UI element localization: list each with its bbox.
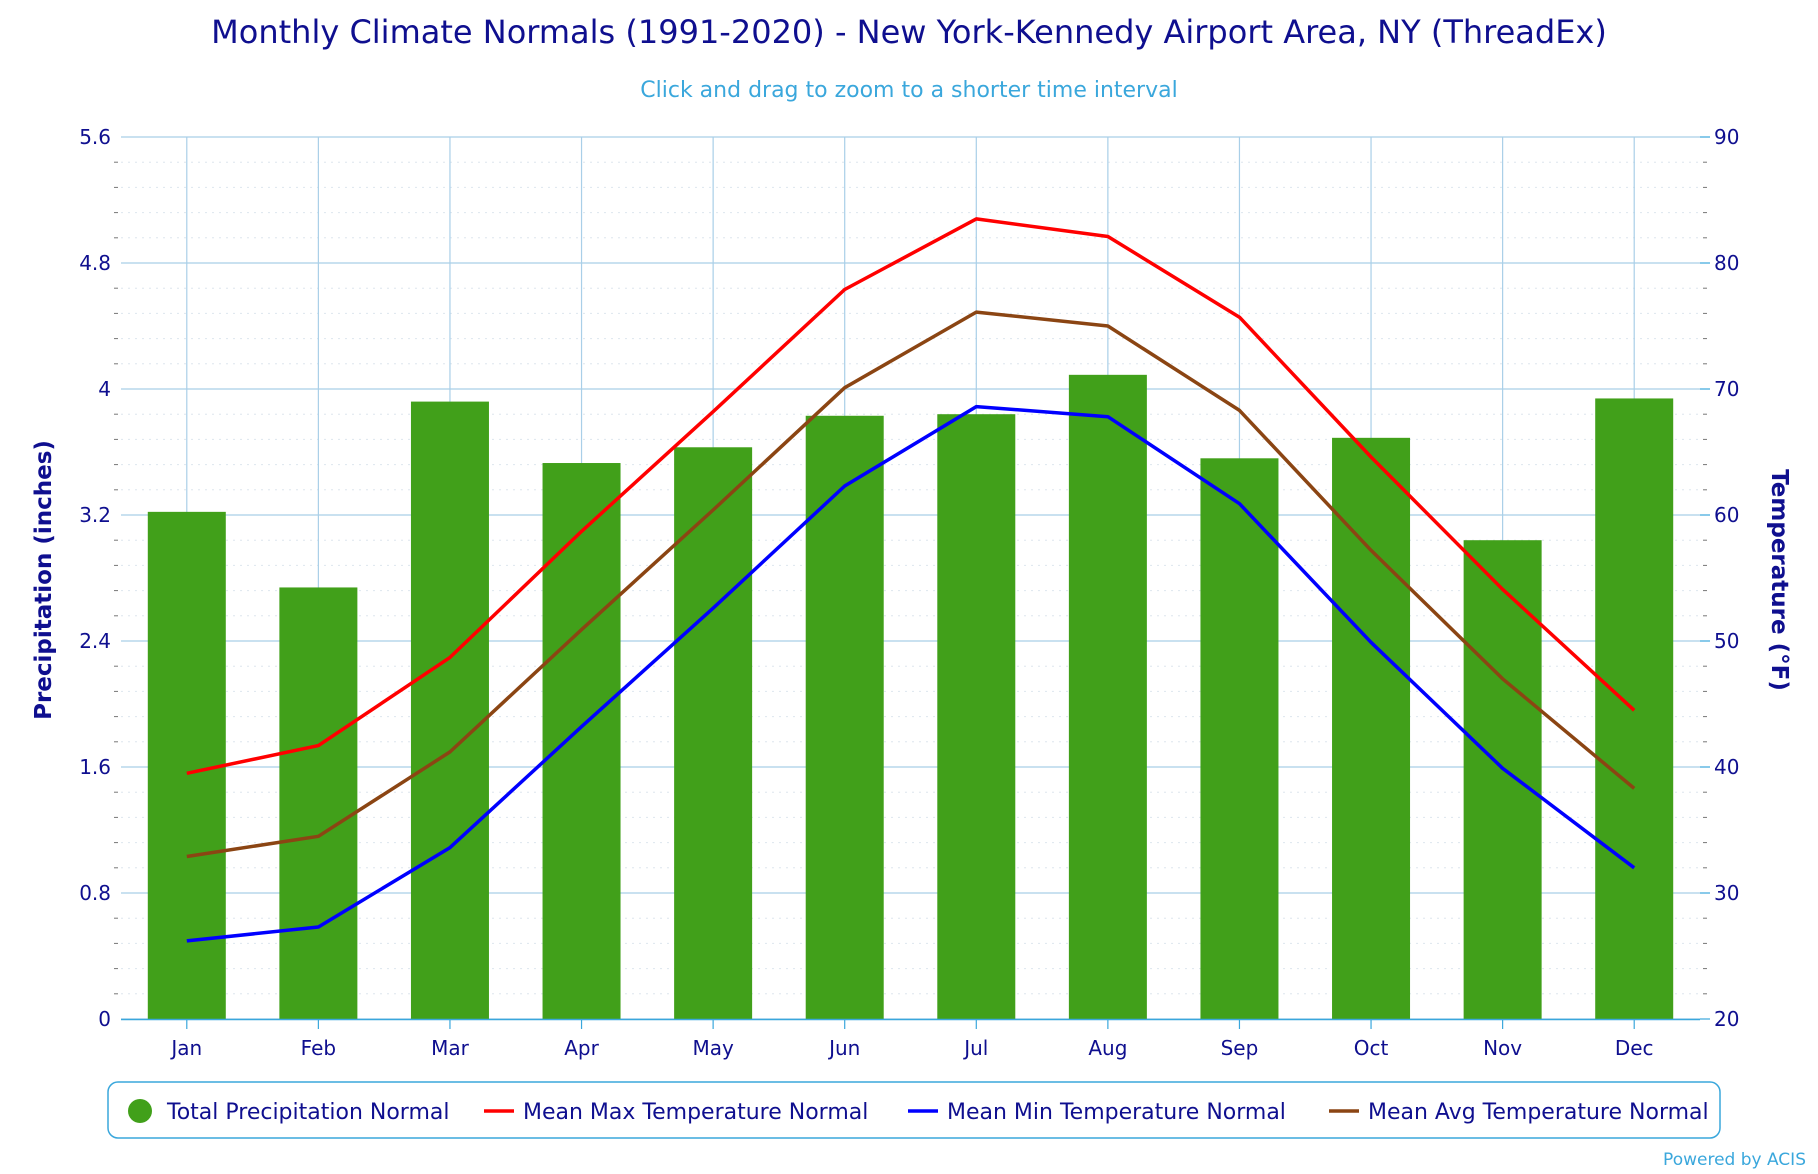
precip-bar	[147, 511, 226, 1019]
legend: Total Precipitation Normal Mean Max Tempe…	[107, 1081, 1721, 1139]
axes: Jan Feb Mar Apr May Jun Jul Aug Sep Oct Nov Dec 0 0.8…	[79, 125, 1739, 1060]
right-tick-label: 40	[1714, 755, 1739, 779]
precip-bar	[805, 415, 884, 1019]
x-tick-label: Jul	[962, 1036, 988, 1060]
temperature-line	[186, 217, 1636, 776]
precip-bar	[279, 587, 358, 1019]
legend-symbol	[128, 1099, 152, 1123]
left-tick-label: 1.6	[79, 755, 111, 779]
precip-bar	[1332, 437, 1411, 1019]
chart-title: Monthly Climate Normals (1991-2020) - Ne…	[211, 13, 1607, 51]
left-axis-title: Precipitation (inches)	[31, 440, 57, 720]
x-tick-label: Sep	[1221, 1036, 1259, 1060]
precip-bar	[1200, 458, 1279, 1019]
left-tick-label: 2.4	[79, 629, 111, 653]
precip-bar	[674, 447, 753, 1019]
x-tick-label: Jun	[827, 1036, 860, 1060]
right-tick-label: 60	[1714, 503, 1739, 527]
x-tick-label: Apr	[564, 1036, 599, 1060]
right-tick-label: 50	[1714, 629, 1739, 653]
right-tick-label: 90	[1714, 125, 1739, 149]
legend-label: Mean Avg Temperature Normal	[1368, 1100, 1709, 1125]
right-tick-label: 70	[1714, 377, 1739, 401]
chart-subtitle: Click and drag to zoom to a shorter time…	[640, 78, 1177, 103]
legend-label: Mean Min Temperature Normal	[947, 1100, 1286, 1125]
credit-text: Powered by ACIS	[1663, 1150, 1806, 1170]
precip-bars	[147, 374, 1674, 1020]
legend-label: Mean Max Temperature Normal	[523, 1100, 868, 1125]
right-tick-label: 30	[1714, 881, 1739, 905]
left-tick-label: 0	[98, 1007, 111, 1031]
left-tick-label: 4.8	[79, 251, 111, 275]
x-tick-label: Oct	[1354, 1036, 1389, 1060]
x-tick-label: Jan	[169, 1036, 202, 1060]
left-tick-label: 3.2	[79, 503, 111, 527]
x-tick-label: Mar	[431, 1036, 470, 1060]
left-tick-label: 5.6	[79, 125, 111, 149]
temperature-line	[186, 310, 1636, 859]
temperature-line	[186, 404, 1636, 943]
grid	[121, 136, 1700, 1020]
x-tick-label: Nov	[1483, 1036, 1522, 1060]
x-tick-label: Dec	[1615, 1036, 1654, 1060]
legend-label: Total Precipitation Normal	[166, 1100, 449, 1125]
x-tick-label: Feb	[301, 1036, 336, 1060]
precip-bar	[1068, 374, 1147, 1019]
right-axis-title: Temperature (°F)	[1766, 469, 1792, 691]
x-tick-label: Aug	[1088, 1036, 1127, 1060]
right-tick-label: 20	[1714, 1007, 1739, 1031]
left-tick-label: 4	[98, 377, 111, 401]
precip-bar	[542, 463, 621, 1019]
precip-bar	[410, 401, 489, 1020]
left-tick-label: 0.8	[79, 881, 111, 905]
right-tick-label: 80	[1714, 251, 1739, 275]
precip-bar	[1463, 540, 1542, 1019]
temperature-lines	[186, 217, 1636, 943]
precip-bar	[937, 414, 1016, 1019]
x-tick-label: May	[692, 1036, 734, 1060]
